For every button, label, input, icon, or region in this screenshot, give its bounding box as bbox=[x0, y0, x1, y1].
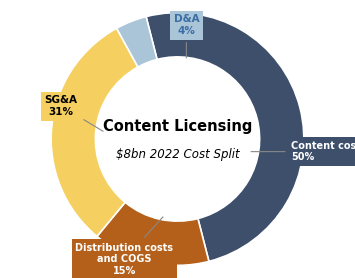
Wedge shape bbox=[117, 17, 157, 67]
Wedge shape bbox=[51, 28, 138, 236]
Text: Content costs
50%: Content costs 50% bbox=[251, 141, 355, 162]
Text: D&A
4%: D&A 4% bbox=[174, 14, 199, 58]
Wedge shape bbox=[97, 202, 209, 265]
Text: Distribution costs
and COGS
15%: Distribution costs and COGS 15% bbox=[75, 217, 174, 276]
Text: Content Licensing: Content Licensing bbox=[103, 119, 252, 134]
Text: SG&A
31%: SG&A 31% bbox=[45, 95, 103, 131]
Text: $8bn 2022 Cost Split: $8bn 2022 Cost Split bbox=[116, 148, 239, 161]
Wedge shape bbox=[146, 13, 304, 261]
